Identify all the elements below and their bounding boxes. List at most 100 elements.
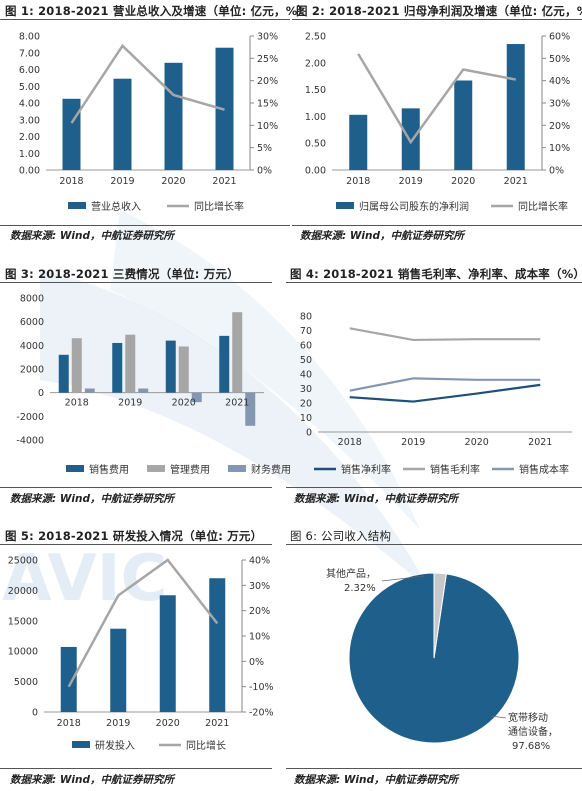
legend-label: 研发投入 (95, 739, 135, 752)
figure-1-chart: 0.00 1.00 2.00 3.00 4.00 5.00 6.00 7.00 8.00 0% 5%… (19, 32, 278, 214)
y-left-tick-label: 0.50 (305, 139, 326, 150)
y-left-tick-label: 2.00 (19, 132, 40, 143)
x-tick-label: 2021 (205, 718, 229, 729)
growth-rate-line (357, 53, 516, 145)
y-left-tick-label: 2.50 (305, 32, 326, 43)
y-left-tick-label: 0 (32, 708, 38, 719)
y-left-tick-label: 5000 (14, 677, 38, 688)
y-left-tick-label: 1.00 (305, 112, 326, 123)
bar (159, 595, 176, 712)
growth-rate-line (70, 43, 225, 124)
y-right-tick-label: 5% (257, 143, 272, 154)
y-left-tick-label: 1.50 (305, 85, 326, 96)
legend-label: 管理费用 (170, 463, 210, 476)
x-tick-label: 2019 (399, 176, 423, 187)
y-tick-label: -4000 (16, 436, 44, 447)
x-tick-label: 2020 (451, 176, 475, 187)
figure-5-title: 图 5: 2018-2021 研发投入情况（单位: 万元） (5, 529, 263, 543)
figure-2-bottom-rule (292, 225, 582, 226)
y-right-tick-label: 50% (549, 54, 570, 65)
y-tick-label: 0 (38, 388, 44, 399)
bar-1 (178, 346, 189, 393)
figure-6-title: 图 6: 公司收入结构 (290, 529, 392, 543)
figure-4-source: 数据来源: Wind，中航证券研究所 (294, 493, 459, 505)
figure-1-title-rule (0, 19, 290, 20)
figure-1-title: 图 1: 2018-2021 营业总收入及增速（单位: 亿元，%） (5, 4, 310, 18)
y-left-tick-label: 15000 (8, 616, 38, 627)
legend-label: 销售净利率 (341, 463, 391, 476)
figure-3-chart: -4000 -2000 0 2000 4000 6000 8000 2018 2019 2020 2… (16, 294, 291, 477)
x-tick-label: 2020 (156, 718, 180, 729)
legend-label: 销售毛利率 (430, 463, 480, 476)
bar-0 (165, 340, 176, 393)
legend-label: 财务费用 (251, 463, 291, 476)
y-left-tick-label: 5.00 (19, 82, 40, 93)
legend-swatch (72, 741, 90, 748)
x-tick-label: 2019 (118, 398, 142, 409)
x-tick-label: 2020 (465, 437, 489, 448)
y-right-tick-label: 30% (549, 99, 570, 110)
y-left-tick-label: 8.00 (19, 32, 40, 43)
y-left-tick-label: 3.00 (19, 115, 40, 126)
y-right-tick-label: 0% (549, 166, 564, 177)
y-right-tick-label: 10% (549, 143, 570, 154)
figure-5-bottom-rule (0, 768, 272, 769)
bar-0 (112, 342, 123, 393)
y-tick-label: 8000 (20, 294, 44, 305)
y-tick-label: 50 (300, 355, 312, 366)
bar-1 (71, 338, 82, 393)
x-tick-label: 2020 (172, 398, 196, 409)
bar (401, 108, 420, 170)
bar-1 (232, 312, 243, 393)
pie-slice-1 (433, 572, 447, 659)
y-tick-label: 70 (300, 326, 312, 337)
x-tick-label: 2021 (225, 398, 249, 409)
x-tick-label: 2018 (57, 718, 81, 729)
bar (113, 78, 132, 170)
legend-label: 同比增长 (186, 739, 226, 752)
y-tick-label: 6000 (20, 317, 44, 328)
y-tick-label: 60 (300, 341, 312, 352)
pie-label-main-value: 97.68% (512, 741, 550, 752)
y-right-tick-label: 10% (249, 632, 270, 643)
y-left-tick-label: 1.00 (19, 149, 40, 160)
y-tick-label: 2000 (20, 365, 44, 376)
y-right-tick-label: 60% (549, 32, 570, 43)
pie-label-main-name-2: 通信设备， (508, 725, 558, 738)
figure-2-title-rule (292, 19, 582, 20)
figure-5-chart: 0 5000 10000 15000 20000 25000 -20% -10% 0% 10% 20… (8, 556, 274, 753)
legend-swatch (336, 202, 354, 209)
figure-6-title-rule (286, 544, 582, 545)
bar (110, 628, 127, 712)
bar (454, 80, 473, 170)
x-tick-label: 2021 (504, 176, 528, 187)
pie-label-other-value: 2.32% (344, 583, 376, 594)
y-tick-label: 80 (300, 312, 312, 323)
series-line-0 (349, 383, 541, 403)
x-tick-label: 2021 (528, 437, 552, 448)
y-right-tick-label: 20% (257, 76, 278, 87)
figure-2-source: 数据来源: Wind，中航证券研究所 (300, 230, 465, 242)
legend-label: 营业总收入 (91, 200, 141, 213)
y-right-tick-label: 20% (549, 121, 570, 132)
y-left-tick-label: 7.00 (19, 48, 40, 59)
legend-swatch (147, 465, 165, 472)
figure-3-source: 数据来源: Wind，中航证券研究所 (10, 493, 175, 505)
x-tick-label: 2018 (65, 398, 89, 409)
figure-4-title-rule (286, 282, 582, 283)
x-tick-label: 2019 (401, 437, 425, 448)
bar (62, 98, 81, 170)
figure-4-chart: 0 10 20 30 40 50 60 70 80 2018 2019 2020 2021 销售净利率 销售… (300, 312, 572, 476)
figure-5-title-rule (0, 544, 272, 545)
legend-label: 销售费用 (89, 463, 129, 476)
legend-swatch (66, 465, 84, 472)
y-left-tick-label: 2.00 (305, 58, 326, 69)
figure-3-title: 图 3: 2018-2021 三费情况（单位: 万元） (5, 267, 239, 281)
y-right-tick-label: 20% (249, 606, 270, 617)
pie-label-main-name-1: 宽带移动 (508, 711, 548, 724)
figure-1-bottom-rule (0, 225, 290, 226)
y-tick-label: 30 (300, 384, 312, 395)
pie-label-other-name: 其他产品， (326, 567, 376, 580)
growth-rate-line (67, 558, 219, 688)
